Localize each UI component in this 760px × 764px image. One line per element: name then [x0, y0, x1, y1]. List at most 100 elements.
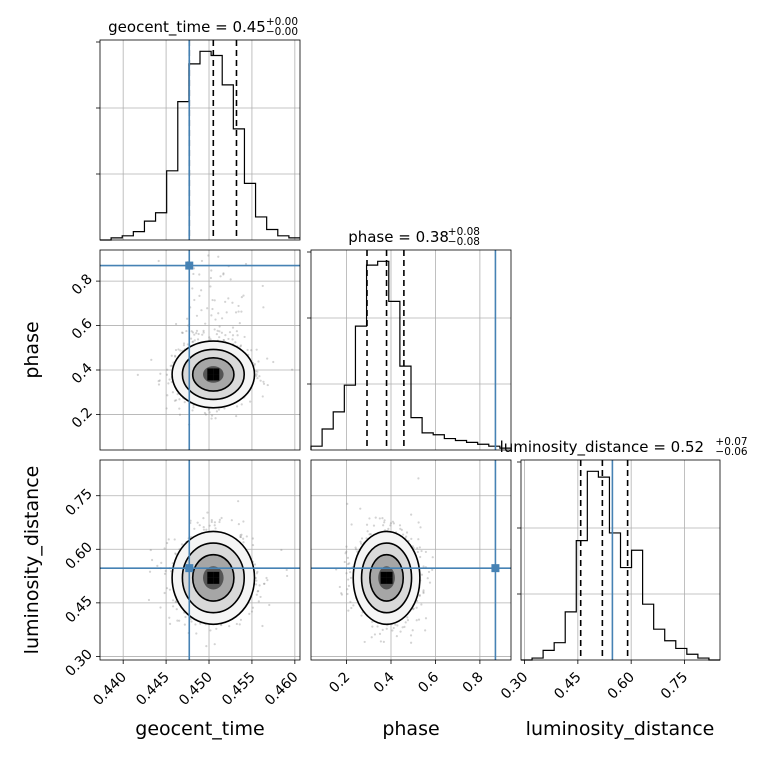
x-tick-label-luminosity_distance: 0.45 — [551, 669, 584, 702]
sample-point — [180, 543, 184, 546]
sample-point — [136, 373, 139, 376]
contour-line — [171, 530, 256, 626]
sample-point — [231, 338, 234, 341]
sample-point — [420, 549, 423, 553]
sample-point — [426, 577, 429, 580]
sample-point — [411, 629, 414, 632]
sample-point — [352, 604, 355, 607]
sample-point — [192, 267, 196, 270]
x-tick-label-luminosity_distance: 0.60 — [605, 669, 638, 702]
sample-point — [266, 579, 269, 582]
title-eq: = — [210, 18, 232, 36]
sample-point — [239, 618, 243, 621]
histogram-luminosity_distance — [521, 470, 720, 661]
sample-point — [240, 295, 243, 299]
sample-point — [291, 368, 294, 371]
title-minus: −0.08 — [448, 236, 480, 248]
sample-point — [204, 322, 207, 325]
x-tick-label-luminosity_distance: 0.75 — [658, 669, 691, 702]
sample-point — [213, 521, 217, 524]
sample-point — [242, 520, 245, 523]
sample-point — [262, 380, 265, 383]
sample-point — [165, 407, 168, 410]
sample-point — [202, 331, 205, 334]
sample-point — [157, 379, 160, 383]
sample-point — [204, 413, 208, 416]
sample-point — [422, 565, 425, 568]
axes-frame — [99, 39, 301, 241]
sample-point — [346, 588, 349, 591]
sample-point — [238, 322, 241, 325]
sample-point — [394, 623, 397, 626]
density-peak-pixel — [207, 571, 214, 578]
sample-point — [255, 373, 258, 376]
sample-point — [202, 526, 205, 529]
sample-point — [216, 329, 219, 332]
sample-point — [417, 538, 420, 541]
sample-point — [238, 623, 241, 626]
sample-point — [411, 608, 415, 611]
panel-geocent_time-vs-geocent_time — [96, 39, 301, 241]
sample-point — [415, 619, 418, 622]
sample-point — [349, 570, 352, 574]
contour-line — [191, 553, 235, 602]
y-tick-label-phase: 0.2 — [69, 405, 96, 432]
sample-point — [213, 328, 216, 331]
sample-point — [211, 307, 214, 311]
sample-point — [360, 542, 363, 545]
sample-point — [368, 517, 371, 520]
sample-point — [431, 556, 434, 559]
sample-point — [191, 287, 194, 290]
sample-point — [246, 348, 249, 352]
sample-point — [195, 632, 198, 635]
sample-point — [354, 548, 358, 551]
sample-point — [257, 600, 260, 603]
sample-point — [192, 340, 195, 343]
sample-point — [237, 500, 240, 503]
contour-line — [181, 542, 246, 614]
sample-point — [150, 358, 153, 361]
sample-point — [207, 254, 210, 257]
truth-marker — [185, 564, 194, 573]
sample-point — [231, 334, 235, 337]
density-peak-pixel — [213, 571, 220, 578]
sample-point — [176, 619, 179, 622]
sample-point — [385, 627, 388, 630]
sample-point — [209, 285, 212, 288]
sample-point — [349, 576, 353, 579]
sample-point — [346, 563, 350, 566]
sample-point — [186, 317, 189, 320]
sample-point — [215, 333, 218, 336]
sample-point — [191, 409, 194, 412]
x-tick-label-geocent_time: 0.460 — [262, 669, 302, 709]
sample-point — [431, 568, 434, 571]
sample-point — [206, 244, 208, 246]
panel-luminosity_distance-vs-phase — [310, 459, 512, 661]
title-value: 0.52 — [671, 438, 704, 456]
sample-point — [420, 573, 424, 576]
sample-point — [251, 606, 255, 609]
sample-point — [222, 273, 225, 276]
sample-point — [371, 625, 374, 628]
sample-point — [217, 408, 221, 411]
sample-point — [210, 520, 213, 524]
sample-point — [381, 517, 384, 520]
sample-point — [235, 330, 238, 333]
sample-point — [210, 519, 213, 522]
sample-point — [178, 398, 181, 401]
y-tick-label-phase: 0.4 — [69, 360, 96, 387]
density-peak-pixel — [386, 577, 393, 584]
sample-point — [229, 278, 232, 281]
density-peak-pixel — [213, 374, 220, 381]
sample-point — [181, 331, 184, 334]
sample-point — [265, 576, 268, 580]
sample-point — [346, 556, 350, 559]
sample-point — [399, 630, 402, 633]
density-peak-pixel — [213, 368, 220, 375]
contour-line — [352, 530, 421, 626]
y-tick-label-phase: 0.8 — [69, 271, 96, 298]
sample-point — [171, 391, 174, 394]
title-minus: −0.00 — [266, 26, 298, 38]
sample-point — [242, 294, 245, 297]
